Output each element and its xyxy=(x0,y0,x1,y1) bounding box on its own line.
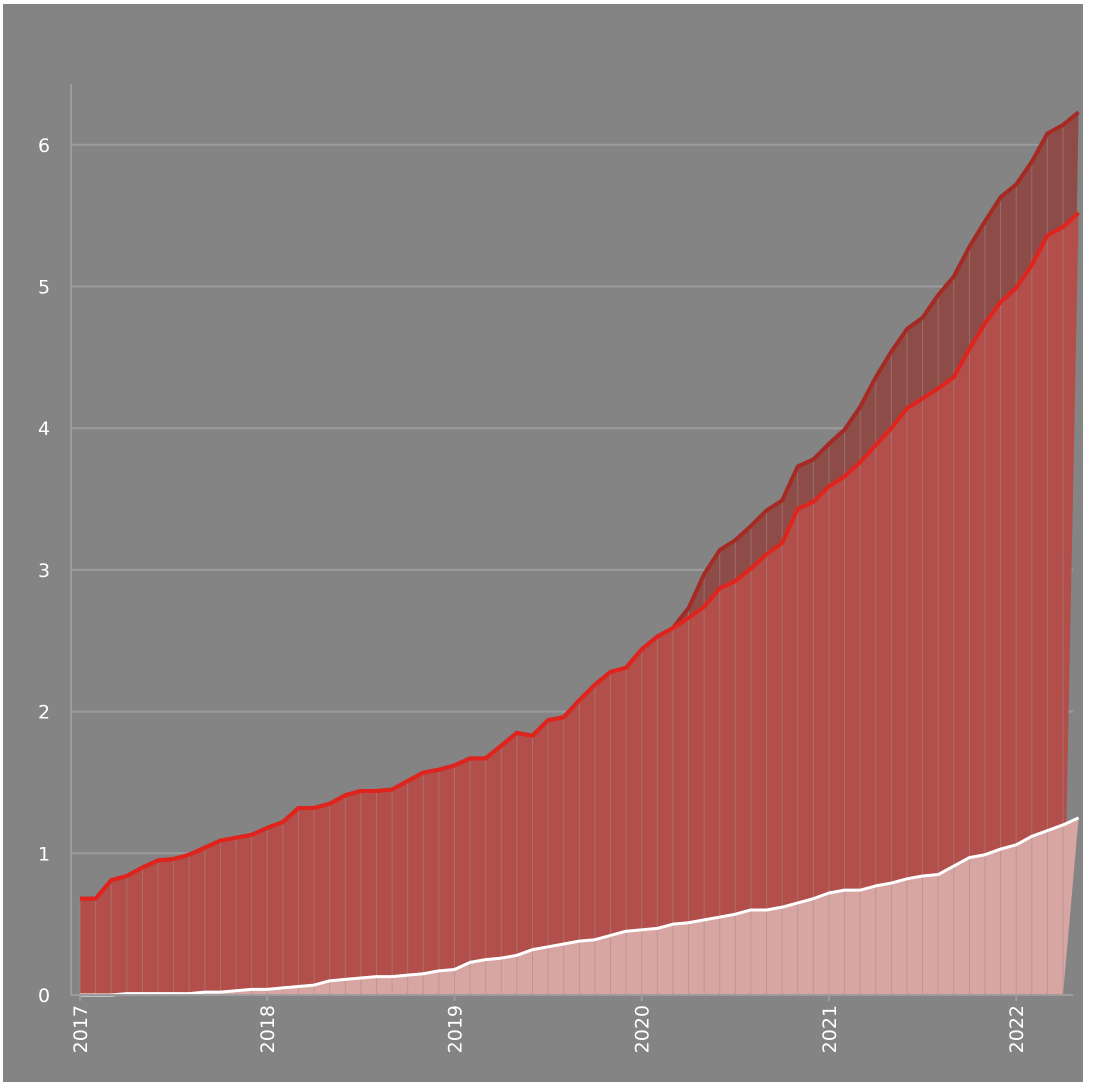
x-tick-label: 2022 xyxy=(1006,1005,1028,1053)
tick-labels: 0 1 2 3 4 5 6 2017 2018 2019 2020 2021 2022 xyxy=(38,135,1028,1054)
y-tick-label: 3 xyxy=(38,560,50,582)
y-tick-label: 5 xyxy=(38,277,50,299)
y-tick-label: 2 xyxy=(38,702,50,724)
y-tick-label: 6 xyxy=(38,135,50,157)
x-tick-label: 2020 xyxy=(632,1005,654,1053)
line-series-2 xyxy=(80,211,1080,901)
y-tick-label: 1 xyxy=(38,843,50,865)
y-tick-label: 4 xyxy=(38,418,50,440)
series-lines xyxy=(80,110,1080,997)
x-tick-label: 2018 xyxy=(257,1005,279,1053)
x-tick-label: 2017 xyxy=(70,1005,92,1053)
line-series-3 xyxy=(80,816,1080,997)
y-tick-label: 0 xyxy=(38,985,50,1007)
x-tick-label: 2021 xyxy=(819,1005,841,1053)
x-tick-label: 2019 xyxy=(444,1005,466,1053)
axes xyxy=(70,84,1073,1001)
month-separators xyxy=(79,124,1064,995)
